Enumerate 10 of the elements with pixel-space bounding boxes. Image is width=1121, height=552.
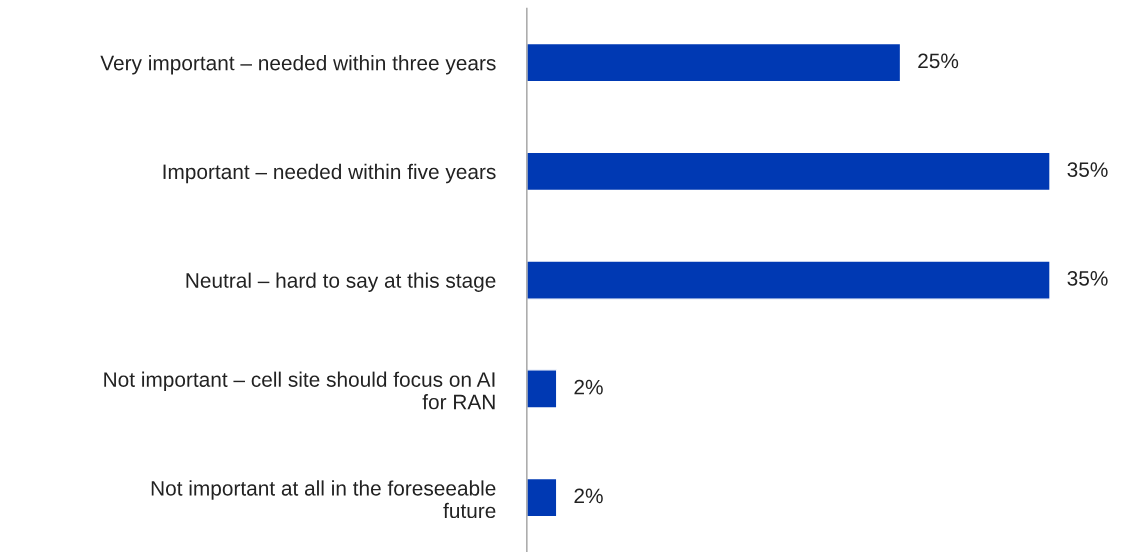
data-label: 35% (1067, 162, 1108, 177)
data-label: 2% (574, 379, 603, 395)
y-tick-label: Not important at all in the foreseeable future (151, 480, 496, 519)
y-tick-label: Neutral – hard to say at this stage (186, 272, 496, 293)
data-label: 2% (574, 488, 603, 504)
y-tick-label: Not important – cell site should focus on AI for RAN (104, 371, 495, 410)
data-label: 35% (1067, 270, 1108, 286)
data-label: 25% (918, 53, 959, 69)
y-tick-label: Important – needed within five years (163, 163, 496, 184)
y-tick-label: Very important – needed within three years (100, 55, 496, 75)
